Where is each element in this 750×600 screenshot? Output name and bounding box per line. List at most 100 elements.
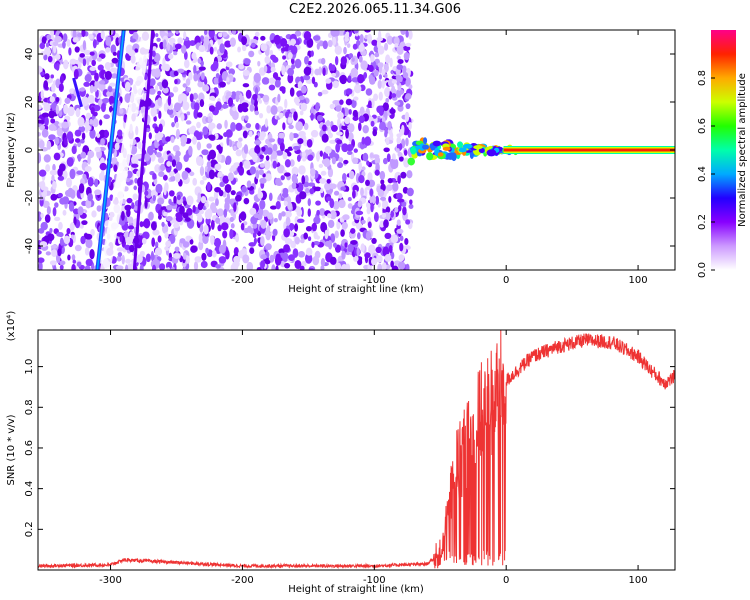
noise-blob	[124, 204, 132, 211]
noise-blob	[360, 187, 364, 197]
noise-blob	[55, 62, 60, 71]
noise-blob	[284, 262, 291, 269]
noise-blob	[165, 136, 171, 142]
noise-blob	[175, 150, 181, 157]
noise-blob	[43, 54, 48, 61]
noise-blob	[260, 254, 267, 260]
noise-blob	[343, 46, 347, 55]
noise-blob	[193, 72, 198, 82]
snr-panel: -300 -200 -100 0 100 0.2 0.4 0.6 0.8 1.0 Height …	[6, 311, 676, 595]
noise-blob	[180, 113, 185, 122]
noise-blob	[217, 152, 222, 163]
noise-blob	[301, 260, 307, 267]
noise-blob	[325, 120, 332, 127]
noise-blob	[329, 256, 337, 265]
noise-blob	[289, 132, 294, 142]
noise-blob	[398, 254, 405, 262]
noise-blob	[203, 30, 208, 36]
noise-blob	[41, 128, 49, 138]
noise-blob	[359, 34, 364, 44]
noise-blob	[224, 183, 232, 193]
noise-blob	[377, 79, 383, 89]
noise-blob	[197, 213, 203, 223]
noise-blob	[63, 235, 71, 245]
noise-blob	[304, 175, 309, 184]
noise-blob	[319, 150, 323, 157]
noise-blob	[397, 151, 403, 157]
noise-blob	[69, 222, 75, 231]
noise-blob	[291, 64, 296, 70]
noise-blob	[223, 132, 228, 138]
noise-blob	[376, 39, 381, 49]
noise-blob	[55, 104, 60, 115]
noise-blob	[213, 46, 218, 52]
noise-blob	[204, 209, 212, 220]
snr-scale-note: (x10⁴)	[6, 311, 17, 342]
noise-blob	[217, 224, 222, 232]
noise-blob	[203, 224, 209, 235]
noise-blob	[46, 206, 51, 215]
noise-blob	[172, 253, 181, 259]
noise-blob	[382, 102, 389, 112]
noise-blob	[374, 156, 381, 165]
noise-blob	[305, 78, 313, 84]
noise-blob	[365, 88, 373, 96]
noise-blob	[397, 59, 404, 65]
noise-blob	[396, 192, 403, 200]
noise-blob	[310, 50, 314, 57]
noise-blob	[172, 145, 180, 152]
noise-blob	[47, 55, 53, 63]
noise-blob	[351, 99, 357, 109]
noise-blob	[369, 152, 374, 159]
noise-blob	[89, 51, 95, 56]
noise-blob	[336, 131, 343, 136]
noise-blob	[201, 149, 209, 156]
noise-blob	[284, 159, 291, 168]
noise-blob	[238, 63, 245, 70]
noise-blob	[299, 191, 307, 200]
noise-blob	[63, 59, 69, 70]
noise-blob	[296, 208, 303, 217]
noise-blob	[287, 202, 293, 210]
noise-blob	[229, 228, 234, 240]
noise-blob	[230, 208, 234, 217]
noise-blob	[405, 42, 412, 47]
noise-blob	[94, 178, 99, 188]
noise-blob	[192, 136, 197, 145]
noise-blob	[200, 196, 207, 204]
noise-blob	[374, 169, 380, 176]
noise-blob	[334, 262, 342, 270]
noise-blob	[157, 214, 162, 220]
noise-blob	[124, 93, 131, 103]
noise-blob	[283, 228, 291, 238]
noise-blob	[320, 265, 325, 270]
noise-blob	[144, 190, 149, 196]
noise-blob	[401, 201, 407, 208]
noise-blob	[99, 119, 103, 126]
noise-blob	[271, 150, 278, 160]
noise-blob	[397, 174, 401, 184]
noise-blob	[243, 58, 251, 65]
noise-blob	[133, 185, 138, 191]
noise-blob	[279, 142, 285, 152]
noise-blob	[332, 36, 337, 46]
noise-blob	[200, 60, 204, 67]
noise-blob	[344, 30, 352, 33]
noise-blob	[83, 97, 89, 106]
noise-blob	[162, 39, 167, 50]
noise-blob	[225, 249, 230, 260]
noise-blob	[164, 232, 169, 239]
noise-blob	[196, 156, 204, 167]
noise-blob	[387, 120, 392, 131]
noise-blob	[327, 39, 333, 48]
noise-blob	[167, 95, 172, 106]
noise-blob	[255, 169, 260, 180]
snr-y-tick-label: 0.6	[24, 440, 35, 456]
noise-blob	[329, 103, 335, 110]
noise-blob	[62, 196, 70, 205]
noise-blob	[347, 75, 352, 82]
noise-blob	[288, 254, 295, 262]
noise-blob	[318, 163, 324, 168]
noise-blob	[96, 57, 102, 62]
noise-blob	[40, 180, 46, 191]
